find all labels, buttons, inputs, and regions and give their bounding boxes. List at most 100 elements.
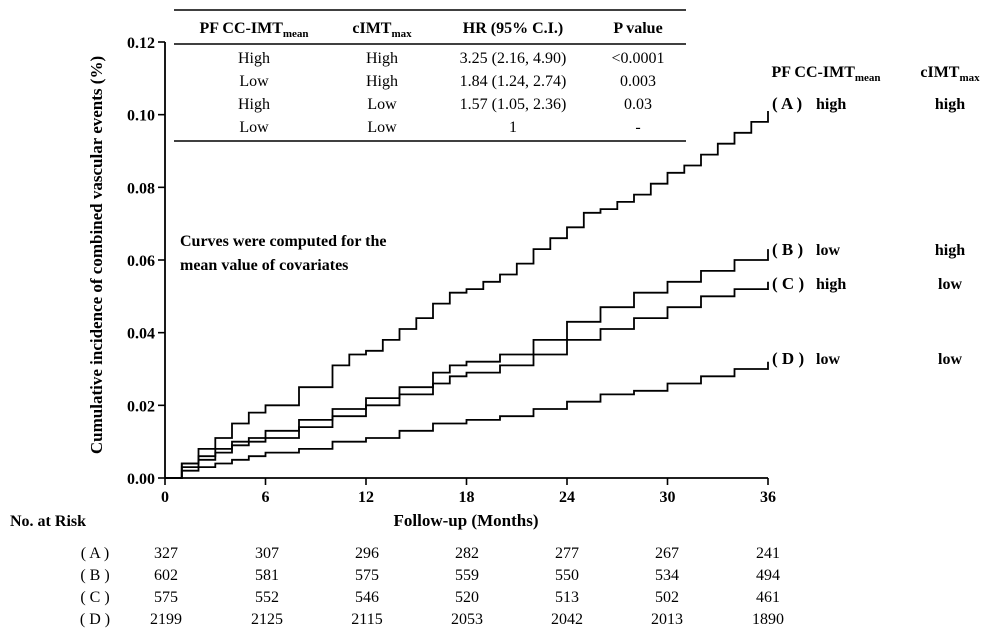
hr-header-hr: HR (95% C.I.) [463, 20, 563, 37]
risk-value: 282 [455, 545, 479, 562]
risk-value: 267 [655, 545, 679, 562]
risk-table-title: No. at Risk [10, 513, 86, 530]
risk-value: 502 [655, 589, 679, 606]
curve-cimt-level: low [938, 351, 962, 368]
hr-header-pf: PF CC-IMTmean [199, 20, 308, 40]
curve-pf-level: high [816, 96, 846, 113]
x-ticks: 0 6 12 18 24 30 36 [161, 478, 776, 506]
risk-value: 2042 [551, 611, 583, 628]
hr-cell-p: <0.0001 [611, 50, 664, 67]
y-tick-label: 0.04 [127, 326, 155, 343]
risk-value: 552 [255, 589, 279, 606]
risk-row-label: ( B ) [80, 567, 109, 584]
risk-value: 559 [455, 567, 479, 584]
risk-value: 575 [154, 589, 178, 606]
hr-cell-pf: High [238, 96, 270, 113]
y-tick-label: 0.12 [127, 35, 155, 52]
risk-rows: ( A ) 327 307 296 282 277 267 241 ( B ) 602 581 575… [80, 545, 784, 628]
y-tick-label: 0.00 [127, 471, 155, 488]
hr-cell-hr: 1 [509, 119, 517, 136]
y-axis-label: Cumulative incidence of combined vascula… [87, 56, 106, 454]
risk-value: 602 [154, 567, 178, 584]
curve-b [165, 249, 769, 479]
risk-value: 1890 [752, 611, 784, 628]
risk-value: 550 [555, 567, 579, 584]
legend-header-cimt-main: cIMT [920, 64, 959, 81]
hr-cell-p: - [635, 119, 640, 136]
legend-header-cimt-sub: max [959, 72, 980, 84]
hr-table: PF CC-IMTmean cIMTmax HR (95% C.I.) P va… [174, 9, 686, 142]
x-tick-label: 6 [262, 489, 270, 506]
risk-value: 513 [555, 589, 579, 606]
risk-value: 461 [756, 589, 780, 606]
hr-header-cimt-main: cIMT [352, 20, 391, 37]
curve-cimt-level: low [938, 276, 962, 293]
curve-pf-level: high [816, 276, 846, 293]
risk-row: ( D ) 2199 2125 2115 2053 2042 2013 1890 [80, 611, 784, 628]
curve-a [165, 111, 769, 479]
hr-header-cimt-sub: max [391, 28, 412, 40]
legend-header-pf: PF CC-IMTmean [771, 64, 880, 84]
curve-label-a: ( A ) [772, 94, 802, 113]
risk-value: 581 [255, 567, 279, 584]
risk-value: 546 [355, 589, 379, 606]
risk-value: 534 [655, 567, 679, 584]
curve-cimt-level: high [935, 242, 965, 259]
hr-cell-pf: High [238, 50, 270, 67]
hr-table-row: Low High 1.84 (1.24, 2.74) 0.003 [239, 73, 656, 90]
hr-cell-hr: 1.84 (1.24, 2.74) [460, 73, 567, 90]
hr-cell-cimt: Low [367, 96, 397, 113]
legend-header-pf-sub: mean [855, 72, 881, 84]
annotation-line-2: mean value of covariates [180, 257, 348, 274]
y-tick-label: 0.08 [127, 180, 155, 197]
risk-value: 575 [355, 567, 379, 584]
risk-row: ( C ) 575 552 546 520 513 502 461 [80, 589, 780, 606]
curve-label-b: ( B ) [772, 240, 803, 259]
y-tick-label: 0.02 [127, 398, 155, 415]
hr-header-pf-main: PF CC-IMT [199, 20, 283, 37]
hr-cell-hr: 1.57 (1.05, 2.36) [460, 96, 567, 113]
curve-label-d: ( D ) [772, 349, 804, 368]
risk-value: 277 [555, 545, 579, 562]
curve-d [165, 361, 769, 479]
x-tick-label: 30 [660, 489, 676, 506]
risk-row-label: ( C ) [80, 589, 109, 606]
hr-header-cimt: cIMTmax [352, 20, 412, 40]
risk-row: ( B ) 602 581 575 559 550 534 494 [80, 567, 780, 584]
curve-pf-level: low [816, 351, 840, 368]
y-ticks: 0.00 0.02 0.04 0.06 0.08 0.10 0.12 [127, 35, 165, 488]
hr-cell-cimt: High [366, 50, 398, 67]
hr-cell-p: 0.003 [620, 73, 656, 90]
risk-value: 307 [255, 545, 279, 562]
risk-value: 2013 [651, 611, 683, 628]
hr-header-pf-sub: mean [283, 28, 309, 40]
risk-value: 327 [154, 545, 178, 562]
legend-header-pf-main: PF CC-IMT [771, 64, 855, 81]
risk-value: 296 [355, 545, 379, 562]
legend-headers: PF CC-IMTmean cIMTmax [771, 64, 980, 84]
hr-header-p: P value [613, 20, 662, 37]
hr-table-row: High Low 1.57 (1.05, 2.36) 0.03 [238, 96, 652, 113]
plot-area: 0.00 0.02 0.04 0.06 0.08 0.10 0.12 0 6 12 18 24 30 3… [127, 35, 776, 506]
legend-header-cimt: cIMTmax [920, 64, 980, 84]
annotation-line-1: Curves were computed for the [180, 233, 386, 250]
covariate-annotation: Curves were computed for the mean value … [180, 233, 386, 274]
curve-label-c: ( C ) [772, 274, 804, 293]
curve-cimt-level: high [935, 96, 965, 113]
hr-rows: High High 3.25 (2.16, 4.90) <0.0001 Low High 1… [238, 50, 665, 136]
x-tick-label: 12 [358, 489, 374, 506]
risk-row: ( A ) 327 307 296 282 277 267 241 [81, 545, 780, 562]
hr-table-row: Low Low 1 - [239, 119, 640, 136]
y-tick-label: 0.06 [127, 253, 155, 270]
hr-cell-cimt: Low [367, 119, 397, 136]
risk-value: 2199 [150, 611, 182, 628]
risk-value: 2115 [351, 611, 382, 628]
x-tick-label: 0 [161, 489, 169, 506]
y-tick-label: 0.10 [127, 108, 155, 125]
x-tick-label: 18 [459, 489, 475, 506]
x-axis-label: Follow-up (Months) [394, 511, 539, 530]
risk-value: 241 [756, 545, 780, 562]
risk-value: 520 [455, 589, 479, 606]
hr-cell-cimt: High [366, 73, 398, 90]
hr-cell-p: 0.03 [624, 96, 652, 113]
